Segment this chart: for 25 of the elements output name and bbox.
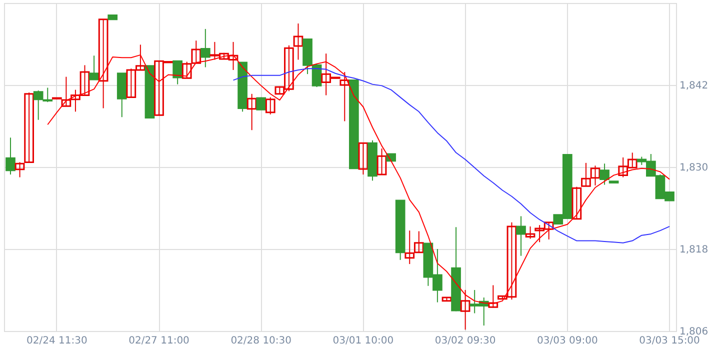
candlestick [6, 137, 16, 176]
candlestick [488, 284, 498, 308]
candlestick [516, 216, 526, 256]
candlestick [265, 96, 276, 115]
candlestick [200, 28, 210, 68]
candlestick [256, 96, 266, 110]
x-tick-label: 03/03 09:00 [536, 336, 598, 346]
x-tick-label: 03/01 10:00 [332, 336, 394, 346]
y-tick-label: 1,830 [680, 162, 708, 174]
y-tick-label: 1,818 [680, 244, 708, 256]
candlestick [460, 290, 470, 330]
y-tick-label: 1,842 [680, 80, 708, 92]
x-tick-label: 02/27 11:00 [128, 336, 190, 346]
candlestick [376, 148, 387, 176]
x-tick-label: 03/03 15:00 [639, 336, 700, 346]
x-tick-label: 03/02 09:30 [434, 336, 496, 346]
line-series [232, 68, 670, 244]
candlestick [246, 93, 257, 131]
y-tick-label: 1,806 [680, 326, 708, 338]
candlestick [172, 60, 182, 85]
x-tick-label: 02/28 10:30 [230, 336, 292, 346]
candlestick [358, 142, 368, 176]
candlestick [98, 18, 108, 109]
candlestick [89, 55, 99, 80]
x-tick-label: 02/24 11:30 [26, 336, 88, 346]
